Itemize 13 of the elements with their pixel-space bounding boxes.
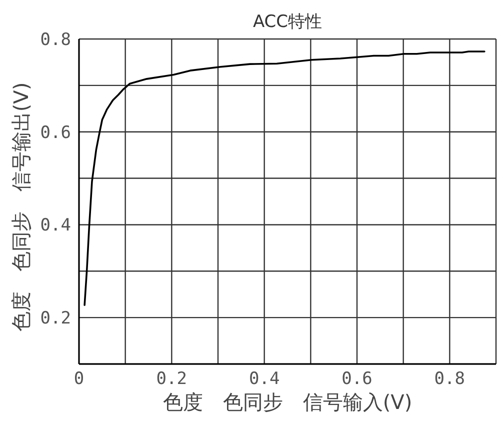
y-tick-label: 0.4 [40, 216, 71, 236]
y-tick-label: 0.6 [40, 122, 71, 143]
x-tick-label: 0.4 [248, 369, 280, 390]
x-tick-label: 0.2 [156, 369, 188, 390]
x-tick-label: 0.8 [434, 369, 466, 390]
line-series [84, 50, 486, 306]
x-axis-title: 色度 色同步 信号输入(V) [162, 390, 414, 414]
y-tick-label: 0.8 [40, 30, 71, 50]
x-tick-label: 0.6 [342, 369, 372, 390]
x-tick-label: 0 [74, 369, 84, 390]
y-axis-title: 色度 色同步 信号输出(V) [9, 80, 33, 334]
chart-title: ACC特性 [252, 12, 324, 32]
y-tick-label: 0.2 [40, 308, 71, 329]
